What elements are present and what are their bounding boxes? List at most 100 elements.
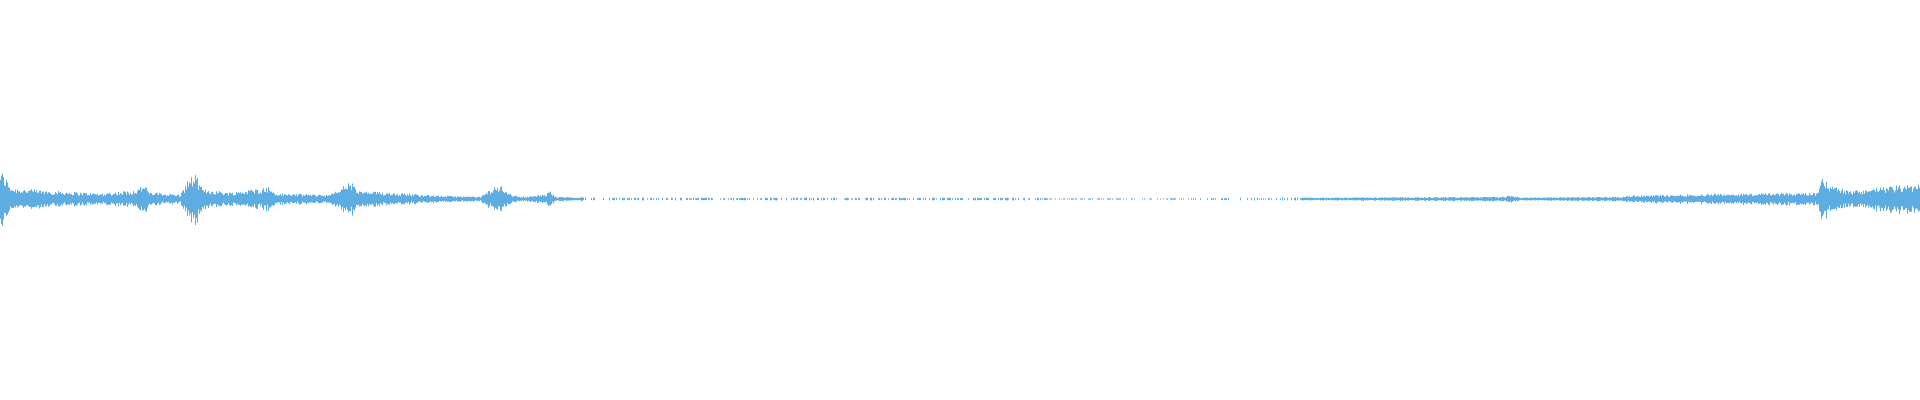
waveform-sample	[1422, 197, 1423, 201]
waveform-sample	[1442, 197, 1443, 200]
waveform-sample	[1437, 197, 1438, 201]
waveform-sample	[1166, 198, 1167, 200]
waveform-sample	[198, 189, 199, 210]
waveform-sample	[1295, 197, 1296, 201]
waveform-sample	[831, 198, 832, 201]
waveform-sample	[10, 190, 11, 207]
waveform-sample	[1517, 196, 1518, 202]
waveform-sample	[208, 191, 209, 208]
waveform-sample	[304, 195, 305, 203]
waveform-sample	[1704, 196, 1705, 202]
waveform-sample	[417, 194, 418, 203]
waveform-sample	[1543, 197, 1544, 201]
waveform-sample	[1005, 197, 1006, 201]
waveform-sample	[1872, 190, 1873, 207]
waveform-sample	[1907, 185, 1908, 214]
waveform-sample	[1776, 193, 1777, 204]
waveform-sample	[132, 194, 133, 204]
waveform-sample	[1647, 195, 1648, 203]
waveform-sample	[505, 192, 506, 207]
waveform-sample	[53, 194, 54, 203]
waveform-sample	[1637, 196, 1638, 202]
waveform-sample	[1151, 198, 1152, 200]
waveform-sample	[777, 198, 778, 200]
waveform-sample	[698, 197, 699, 201]
waveform-sample	[1342, 197, 1343, 201]
waveform-sample	[404, 193, 405, 205]
waveform-sample	[109, 193, 110, 205]
waveform-sample	[1795, 195, 1796, 203]
waveform-sample	[1069, 198, 1070, 200]
waveform-sample	[321, 195, 322, 203]
waveform-sample	[421, 195, 422, 203]
waveform-sample	[422, 195, 423, 203]
waveform-sample	[614, 197, 615, 201]
waveform-sample	[1226, 198, 1227, 200]
waveform-sample	[950, 197, 951, 201]
waveform-sample	[1744, 194, 1745, 203]
waveform-sample	[372, 193, 373, 204]
waveform-sample	[181, 192, 182, 206]
waveform-sample	[1462, 197, 1463, 201]
waveform-sample	[167, 195, 168, 203]
waveform-sample	[1368, 197, 1369, 201]
waveform-sample	[402, 193, 403, 205]
waveform-sample	[1359, 197, 1360, 200]
waveform-sample	[1471, 197, 1472, 202]
waveform-sample	[1334, 197, 1335, 201]
waveform-sample	[1645, 196, 1646, 201]
waveform-sample	[426, 195, 427, 203]
waveform-sample	[89, 195, 90, 203]
waveform-sample	[274, 193, 275, 205]
waveform-sample	[1811, 195, 1812, 203]
waveform-sample	[33, 191, 34, 207]
waveform-sample	[1485, 196, 1486, 202]
waveform-sample	[339, 192, 340, 205]
waveform-sample	[133, 190, 134, 207]
waveform-sample	[1044, 198, 1045, 200]
waveform-sample	[111, 195, 112, 203]
waveform-sample	[1294, 198, 1295, 200]
waveform-sample	[1868, 191, 1869, 208]
waveform-sample	[1419, 197, 1420, 201]
waveform-sample	[518, 197, 519, 201]
waveform-sample	[1626, 196, 1627, 202]
waveform-sample	[686, 197, 687, 200]
waveform-sample	[827, 198, 828, 200]
waveform-sample	[737, 198, 738, 201]
waveform-sample	[376, 194, 377, 204]
waveform-sample	[1225, 198, 1226, 200]
waveform-sample	[375, 191, 376, 207]
waveform-sample	[1644, 195, 1645, 204]
waveform-sample	[412, 194, 413, 204]
waveform-sample	[1598, 196, 1599, 202]
waveform-sample	[291, 195, 292, 202]
waveform-sample	[1733, 194, 1734, 204]
waveform-sample	[521, 196, 522, 202]
waveform-sample	[952, 198, 953, 201]
waveform-sample	[1589, 197, 1590, 201]
waveform-sample	[1538, 197, 1539, 201]
waveform-sample	[1751, 193, 1752, 205]
waveform-sample	[1397, 197, 1398, 201]
waveform-sample	[301, 194, 302, 204]
waveform-sample	[1678, 195, 1679, 203]
waveform-sample	[479, 196, 480, 202]
waveform-sample	[149, 194, 150, 204]
waveform-sample	[1488, 197, 1489, 201]
waveform-sample	[796, 197, 797, 201]
waveform-sample	[1863, 190, 1864, 208]
waveform-sample	[1895, 190, 1896, 209]
waveform-sample	[1456, 197, 1457, 201]
waveform-sample	[389, 193, 390, 205]
waveform-sample	[984, 198, 985, 200]
waveform-sample	[355, 189, 356, 208]
waveform-sample	[1699, 196, 1700, 202]
waveform-sample	[550, 191, 551, 206]
waveform-sample	[563, 196, 564, 202]
waveform-sample	[809, 197, 810, 201]
waveform-sample	[1332, 197, 1333, 201]
waveform-sample	[545, 196, 546, 202]
